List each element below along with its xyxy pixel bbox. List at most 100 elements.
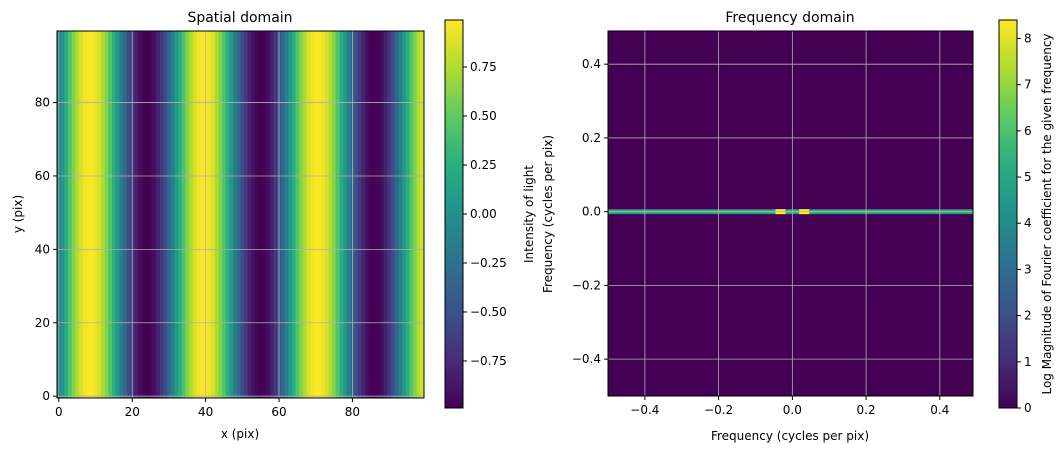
frequency-colorbar-ticks: 8 7 6 5 4 3 2 1 0 xyxy=(1017,31,1032,415)
spatial-column xyxy=(365,31,370,398)
spatial-column xyxy=(405,31,410,398)
spatial-column xyxy=(97,31,102,398)
spatial-column xyxy=(302,31,308,398)
spatial-column xyxy=(222,31,227,398)
spatial-column xyxy=(159,31,165,398)
spatial-column xyxy=(178,31,183,398)
spatial-column xyxy=(273,31,278,398)
spatial-column xyxy=(343,31,348,398)
spatial-column xyxy=(192,31,198,398)
spatial-column xyxy=(101,31,106,398)
frequency-xlabel: Frequency (cycles per pix) xyxy=(711,429,869,443)
spatial-column xyxy=(211,31,216,398)
spatial-column xyxy=(240,31,245,398)
spatial-column xyxy=(416,31,421,398)
frequency-colorbar: 8 7 6 5 4 3 2 1 0 Log Magnitude of Fourier coeff… xyxy=(998,19,1054,415)
colorbar-tick-label: 8 xyxy=(1024,31,1032,45)
spatial-column xyxy=(229,31,234,398)
spatial-column xyxy=(313,31,319,398)
spatial-column xyxy=(148,31,154,398)
frequency-y-tick-label: 0.4 xyxy=(582,57,601,71)
spatial-column xyxy=(123,31,128,398)
frequency-y-tick-label: 0.0 xyxy=(582,205,601,219)
frequency-y-tick-label: −0.2 xyxy=(572,278,601,292)
frequency-x-tick-label: 0.0 xyxy=(783,403,802,417)
colorbar-tick-label: −0.25 xyxy=(470,256,507,270)
spatial-column xyxy=(280,31,286,398)
spatial-column xyxy=(196,31,201,398)
spatial-column xyxy=(390,31,396,398)
spatial-column xyxy=(339,31,344,398)
spatial-column xyxy=(383,31,388,398)
spatial-column xyxy=(64,31,69,398)
spatial-column xyxy=(152,31,157,398)
spatial-column xyxy=(170,31,176,398)
spatial-y-tick-label: 0 xyxy=(42,389,50,403)
spatial-column xyxy=(361,31,366,398)
spatial-column xyxy=(115,31,120,398)
spatial-column xyxy=(247,31,253,398)
spatial-column xyxy=(79,31,84,398)
spatial-grid xyxy=(57,31,424,398)
spatial-column xyxy=(86,31,91,398)
spatial-x-tick-label: 0 xyxy=(55,405,63,419)
colorbar-tick-label: 2 xyxy=(1024,309,1032,323)
spatial-column xyxy=(317,31,322,398)
frequency-ylabel: Frequency (cycles per pix) xyxy=(541,135,555,293)
spatial-y-tick-label: 60 xyxy=(35,169,50,183)
spatial-column xyxy=(75,31,80,398)
colorbar-tick-label: 4 xyxy=(1024,216,1032,230)
spatial-colorbar-ticks: 0.75 0.50 0.25 0.00 −0.25 −0.50 −0.75 xyxy=(463,60,507,368)
spatial-column xyxy=(126,31,131,398)
spatial-colorbar-label: Intensity of light xyxy=(522,165,536,263)
spatial-column xyxy=(244,31,249,398)
colorbar-tick-label: 0 xyxy=(1024,401,1032,415)
spatial-y-tick-label: 20 xyxy=(35,316,50,330)
spatial-column xyxy=(104,31,109,398)
spatial-column xyxy=(288,31,293,398)
spatial-column xyxy=(71,31,76,398)
spatial-column xyxy=(321,31,326,398)
spatial-column xyxy=(255,31,260,398)
spatial-column xyxy=(233,31,238,398)
frequency-grid xyxy=(608,31,973,396)
spatial-x-tick-label: 80 xyxy=(345,405,360,419)
frequency-x-tick-label: 0.4 xyxy=(930,403,949,417)
spatial-column xyxy=(156,31,161,398)
colorbar-tick-label: −0.50 xyxy=(470,305,507,319)
spatial-column xyxy=(387,31,392,398)
spatial-column xyxy=(60,31,65,398)
spatial-chart: Spatial domain 0 20 40 60 80 0 20 40 60 80 x (pi… xyxy=(11,10,425,441)
spatial-column xyxy=(284,31,289,398)
spatial-column xyxy=(218,31,223,398)
spatial-column xyxy=(401,31,407,398)
frequency-x-tick-label: 0.2 xyxy=(857,403,876,417)
spatial-colorbar-gradient xyxy=(444,19,464,409)
frequency-chart: Frequency domain −0.4 −0.2 0.0 0.2 0.4 0.40.… xyxy=(541,10,974,443)
spatial-column xyxy=(189,31,194,398)
spatial-column xyxy=(200,31,205,398)
spatial-column xyxy=(251,31,256,398)
spatial-column xyxy=(119,31,124,398)
frequency-y-tick-label: 0.2 xyxy=(582,131,601,145)
spatial-x-tick-label: 40 xyxy=(198,405,213,419)
spatial-column xyxy=(324,31,330,398)
spatial-column xyxy=(310,31,315,398)
spatial-column xyxy=(214,31,220,398)
spatial-column xyxy=(258,31,264,398)
spatial-column xyxy=(108,31,113,398)
spatial-column xyxy=(299,31,304,398)
spatial-x-tick-label: 60 xyxy=(271,405,286,419)
spatial-column xyxy=(262,31,267,398)
colorbar-tick-label: 1 xyxy=(1024,355,1032,369)
spatial-column xyxy=(332,31,337,398)
spatial-column xyxy=(357,31,363,398)
colorbar-tick-label: −0.75 xyxy=(470,354,507,368)
spatial-xlabel: x (pix) xyxy=(221,427,259,441)
spatial-column xyxy=(137,31,143,398)
frequency-axes-frame xyxy=(607,30,974,397)
colorbar-tick-label: 0.25 xyxy=(470,158,497,172)
spatial-column xyxy=(376,31,381,398)
frequency-x-ticks: −0.4 −0.2 0.0 0.2 0.4 xyxy=(630,396,949,417)
